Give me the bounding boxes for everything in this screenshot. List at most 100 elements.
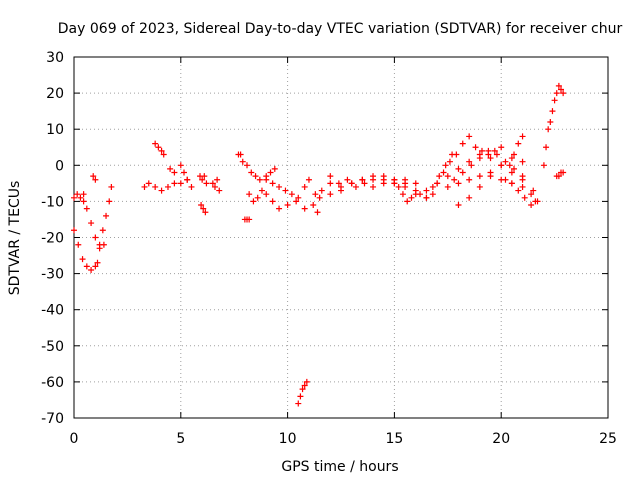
data-point xyxy=(545,126,552,133)
grid xyxy=(74,57,608,418)
data-point xyxy=(88,220,95,227)
data-point xyxy=(145,180,152,187)
data-point xyxy=(310,202,317,209)
data-point xyxy=(83,205,90,212)
data-point xyxy=(444,173,451,180)
data-point xyxy=(361,180,368,187)
data-point xyxy=(214,176,221,183)
data-point xyxy=(327,180,334,187)
data-point xyxy=(295,400,302,407)
data-point xyxy=(451,176,458,183)
data-point xyxy=(455,180,462,187)
data-point xyxy=(239,158,246,165)
data-point xyxy=(269,180,276,187)
data-point xyxy=(271,165,278,172)
data-point xyxy=(534,198,541,205)
y-tick-label: 10 xyxy=(46,122,64,138)
data-point xyxy=(515,140,522,147)
y-tick-label: 30 xyxy=(46,50,64,66)
data-point xyxy=(184,176,191,183)
data-point xyxy=(164,183,171,190)
data-point xyxy=(160,151,167,158)
data-point xyxy=(508,180,515,187)
data-point xyxy=(547,118,554,125)
data-point xyxy=(83,263,90,270)
data-point xyxy=(444,183,451,190)
data-point xyxy=(506,162,513,169)
data-point xyxy=(391,176,398,183)
x-tick-label: 15 xyxy=(385,431,403,447)
data-point xyxy=(295,194,302,201)
data-point xyxy=(80,198,87,205)
data-point xyxy=(152,183,159,190)
data-point xyxy=(446,158,453,165)
data-point xyxy=(276,183,283,190)
data-point xyxy=(297,393,304,400)
data-point xyxy=(171,180,178,187)
data-point xyxy=(468,162,475,169)
data-point xyxy=(299,386,306,393)
data-point xyxy=(99,227,106,234)
data-point xyxy=(141,183,148,190)
y-tick-label: 0 xyxy=(55,158,64,174)
data-point xyxy=(269,198,276,205)
data-point xyxy=(429,183,436,190)
data-point xyxy=(502,176,509,183)
data-point xyxy=(487,173,494,180)
data-point xyxy=(77,194,84,201)
data-point xyxy=(258,187,265,194)
data-point xyxy=(316,194,323,201)
data-points xyxy=(71,82,567,407)
data-point xyxy=(436,173,443,180)
data-point xyxy=(551,97,558,104)
data-point xyxy=(442,162,449,169)
data-point xyxy=(181,169,188,176)
data-point xyxy=(519,133,526,140)
data-point xyxy=(359,176,366,183)
data-point xyxy=(423,194,430,201)
y-tick-label: -30 xyxy=(41,267,64,283)
data-point xyxy=(303,378,310,385)
data-point xyxy=(459,169,466,176)
data-point xyxy=(466,176,473,183)
data-point xyxy=(94,259,101,266)
data-point xyxy=(263,191,270,198)
data-point xyxy=(434,180,441,187)
data-point xyxy=(519,176,526,183)
data-point xyxy=(412,180,419,187)
data-point xyxy=(543,144,550,151)
y-tick-label: -70 xyxy=(41,411,64,427)
data-point xyxy=(493,151,500,158)
data-point xyxy=(203,180,210,187)
data-point xyxy=(553,90,560,97)
chart-title: Day 069 of 2023, Sidereal Day-to-day VTE… xyxy=(58,21,623,37)
data-point xyxy=(466,158,473,165)
data-point xyxy=(498,144,505,151)
y-tick-label: 20 xyxy=(46,86,64,102)
data-point xyxy=(478,147,485,154)
data-point xyxy=(519,183,526,190)
axis-ticks: 0 5 10 15 20 25 30 20 10 0 -10 -20 -30 -40 -50 -60 -70 xyxy=(41,50,617,447)
data-point xyxy=(158,147,165,154)
x-tick-label: 25 xyxy=(599,431,617,447)
data-point xyxy=(515,187,522,194)
data-point xyxy=(301,382,308,389)
data-point xyxy=(404,198,411,205)
data-point xyxy=(370,173,377,180)
data-point xyxy=(248,169,255,176)
data-point xyxy=(453,151,460,158)
data-point xyxy=(402,180,409,187)
data-point xyxy=(352,183,359,190)
data-point xyxy=(528,202,535,209)
data-point xyxy=(282,187,289,194)
data-point xyxy=(155,144,162,151)
data-point xyxy=(455,202,462,209)
data-point xyxy=(491,147,498,154)
data-point xyxy=(476,173,483,180)
data-point xyxy=(80,191,87,198)
data-point xyxy=(71,227,77,234)
y-tick-label: -20 xyxy=(41,231,64,247)
data-point xyxy=(256,176,263,183)
data-point xyxy=(88,266,95,273)
data-point xyxy=(108,183,115,190)
